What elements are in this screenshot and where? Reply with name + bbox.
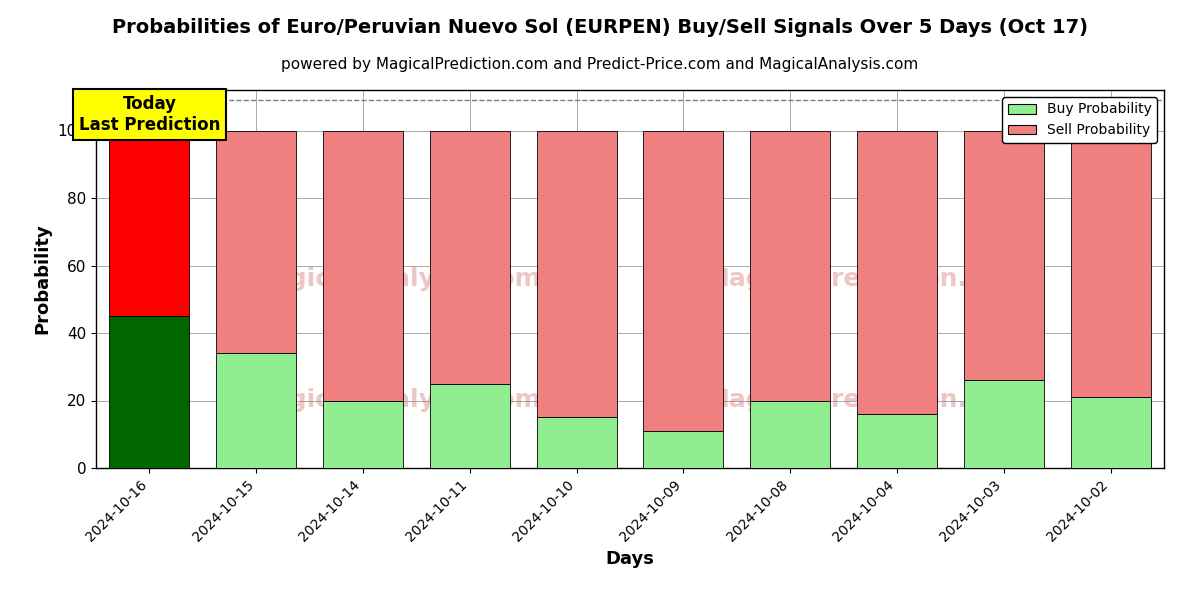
Bar [857, 130, 937, 414]
Bar [216, 353, 296, 468]
Bar [323, 130, 403, 401]
X-axis label: Days: Days [606, 550, 654, 568]
Bar [750, 130, 830, 401]
Text: Probabilities of Euro/Peruvian Nuevo Sol (EURPEN) Buy/Sell Signals Over 5 Days (: Probabilities of Euro/Peruvian Nuevo Sol… [112, 18, 1088, 37]
Bar [430, 383, 510, 468]
Bar [964, 130, 1044, 380]
Legend: Buy Probability, Sell Probability: Buy Probability, Sell Probability [1002, 97, 1157, 143]
Bar [643, 431, 724, 468]
Bar [323, 401, 403, 468]
Text: powered by MagicalPrediction.com and Predict-Price.com and MagicalAnalysis.com: powered by MagicalPrediction.com and Pre… [281, 57, 919, 72]
Bar [643, 130, 724, 431]
Y-axis label: Probability: Probability [34, 224, 52, 334]
Bar [964, 380, 1044, 468]
Bar [750, 401, 830, 468]
Text: MagicalAnalysis.com: MagicalAnalysis.com [248, 267, 542, 291]
Bar [1070, 130, 1151, 397]
Text: MagicalPrediction.com: MagicalPrediction.com [704, 388, 1026, 412]
Bar [536, 418, 617, 468]
Bar [430, 130, 510, 383]
Text: MagicalAnalysis.com: MagicalAnalysis.com [248, 388, 542, 412]
Bar [216, 130, 296, 353]
Bar [109, 130, 190, 316]
Bar [1070, 397, 1151, 468]
Bar [109, 316, 190, 468]
Text: MagicalPrediction.com: MagicalPrediction.com [704, 267, 1026, 291]
Text: Today
Last Prediction: Today Last Prediction [79, 95, 220, 134]
Bar [536, 130, 617, 418]
Bar [857, 414, 937, 468]
